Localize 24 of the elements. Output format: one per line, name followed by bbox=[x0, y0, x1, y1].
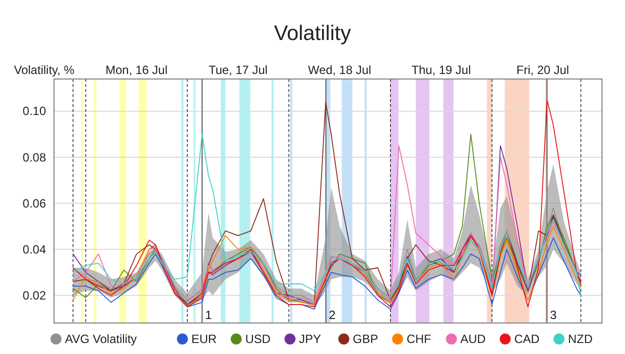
legend-label: JPY bbox=[299, 332, 322, 346]
annotation: 1 bbox=[205, 308, 212, 322]
x-tick-label: Wed, 18 Jul bbox=[308, 63, 372, 77]
legend-label: CAD bbox=[514, 332, 540, 346]
y-axis-title: Volatility, % bbox=[14, 63, 75, 77]
legend-label: NZD bbox=[568, 332, 593, 346]
y-tick-label: 0.06 bbox=[22, 196, 46, 210]
x-tick-label: Mon, 16 Jul bbox=[105, 63, 168, 77]
legend-label: CHF bbox=[406, 332, 432, 346]
y-tick-label: 0.10 bbox=[22, 104, 46, 118]
legend-label: AUD bbox=[460, 332, 486, 346]
x-tick-label: Fri, 20 Jul bbox=[516, 63, 570, 77]
legend-label: USD bbox=[245, 332, 271, 346]
chart-title: Volatility bbox=[274, 22, 352, 45]
x-tick-label: Tue, 17 Jul bbox=[208, 63, 268, 77]
annotation: 2 bbox=[328, 308, 336, 322]
legend-label: GBP bbox=[352, 332, 378, 346]
legend-label: AVG Volatility bbox=[65, 332, 137, 346]
legend-label: EUR bbox=[191, 332, 218, 346]
annotation: 3 bbox=[550, 308, 557, 322]
y-tick-label: 0.02 bbox=[22, 288, 46, 302]
y-tick-label: 0.04 bbox=[22, 242, 46, 256]
x-tick-label: Thu, 19 Jul bbox=[412, 63, 471, 77]
y-tick-label: 0.08 bbox=[22, 150, 46, 164]
